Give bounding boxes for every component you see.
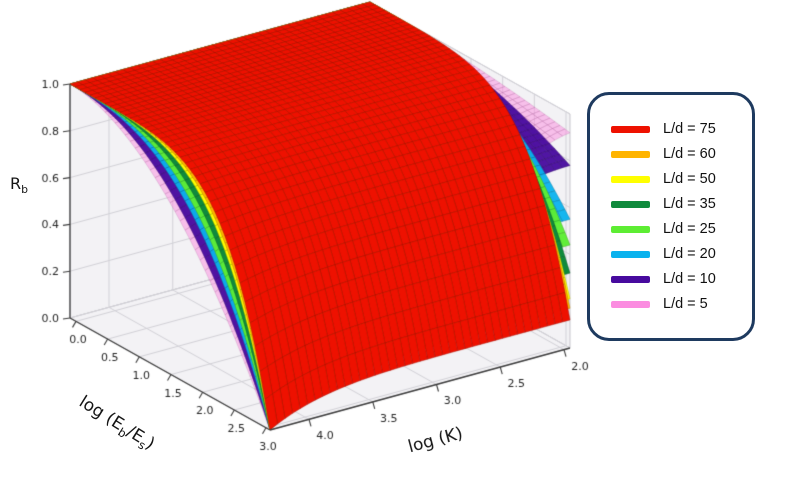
legend-swatch [611,275,650,283]
legend-item: L/d = 20 [611,246,752,262]
legend-item-label: L/d = 20 [663,246,716,262]
z-axis-label-sub: b [21,183,29,197]
legend-item-label: L/d = 25 [663,221,716,237]
legend-swatch [611,300,650,308]
legend-swatch [611,150,650,158]
legend-item: L/d = 25 [611,221,752,237]
legend-swatch [611,175,650,183]
legend-item-label: L/d = 75 [663,121,716,137]
legend-item-label: L/d = 35 [663,196,716,212]
legend-item: L/d = 10 [611,271,752,287]
legend-item: L/d = 5 [611,296,752,312]
legend-item-label: L/d = 50 [663,171,716,187]
legend-swatch [611,200,650,208]
legend-item-label: L/d = 60 [663,146,716,162]
z-axis-label: Rb [10,174,28,196]
legend-item: L/d = 35 [611,196,752,212]
legend-swatch [611,250,650,258]
legend-swatch [611,125,650,133]
z-axis-label-text: R [10,174,22,193]
legend-swatch [611,225,650,233]
legend-item: L/d = 50 [611,171,752,187]
legend-item: L/d = 75 [611,121,752,137]
legend: L/d = 75 L/d = 60 L/d = 50 L/d = 35 L/d … [587,92,755,341]
legend-item: L/d = 60 [611,146,752,162]
legend-item-label: L/d = 10 [663,271,716,287]
legend-item-label: L/d = 5 [663,296,708,312]
